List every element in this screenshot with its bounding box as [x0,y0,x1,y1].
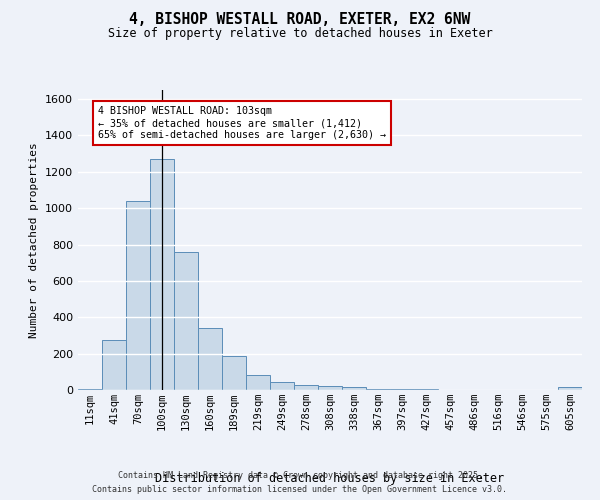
Bar [246,376,270,390]
Y-axis label: Number of detached properties: Number of detached properties [29,142,40,338]
Bar [558,388,582,390]
Bar [270,382,294,390]
Bar [294,384,318,390]
Text: Contains HM Land Registry data © Crown copyright and database right 2025.
Contai: Contains HM Land Registry data © Crown c… [92,472,508,494]
Bar [222,356,246,390]
Bar [174,252,198,390]
Bar [366,388,390,390]
Bar [342,388,366,390]
Bar [198,328,222,390]
Text: Size of property relative to detached houses in Exeter: Size of property relative to detached ho… [107,28,493,40]
Bar [126,201,150,390]
X-axis label: Distribution of detached houses by size in Exeter: Distribution of detached houses by size … [155,472,505,485]
Text: 4, BISHOP WESTALL ROAD, EXETER, EX2 6NW: 4, BISHOP WESTALL ROAD, EXETER, EX2 6NW [130,12,470,28]
Bar [102,340,126,390]
Bar [150,159,174,390]
Text: 4 BISHOP WESTALL ROAD: 103sqm
← 35% of detached houses are smaller (1,412)
65% o: 4 BISHOP WESTALL ROAD: 103sqm ← 35% of d… [98,106,386,140]
Bar [390,389,414,390]
Bar [78,389,102,390]
Bar [318,386,342,390]
